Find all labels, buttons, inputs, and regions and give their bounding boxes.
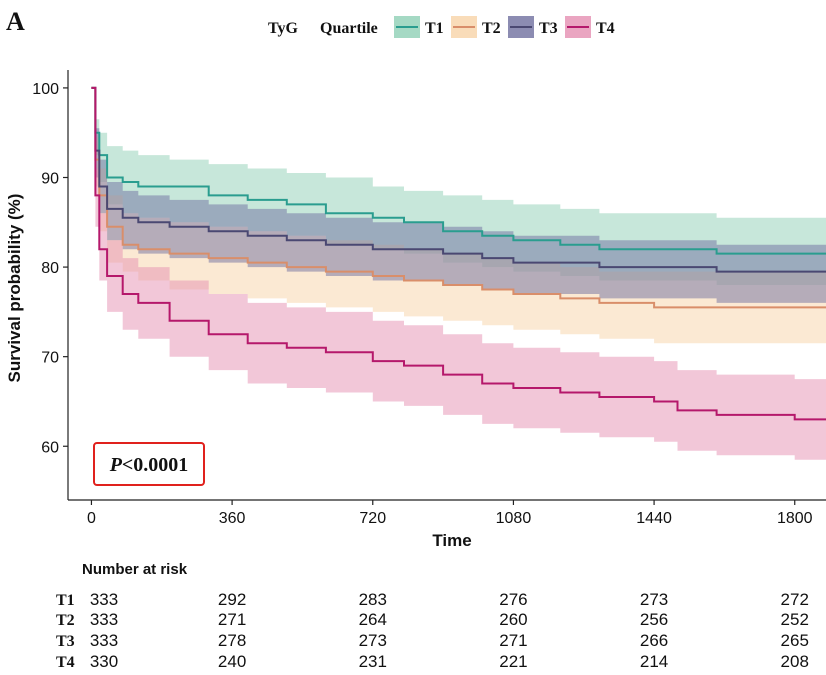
x-ticks: 0 360 720 1080 1440 1800	[87, 500, 813, 527]
risk-cell: 276	[499, 590, 527, 609]
x-axis-label: Time	[432, 531, 471, 550]
risk-row-label: T1	[56, 592, 75, 609]
risk-cell: 272	[781, 590, 809, 609]
p-value-italic: P	[109, 454, 123, 476]
x-tick-label: 0	[87, 510, 96, 527]
y-tick-label: 70	[41, 350, 59, 367]
y-ticks: 60 70 80 90 100	[32, 81, 68, 456]
legend-label-t2: T2	[482, 20, 501, 37]
x-tick-label: 1440	[636, 510, 672, 527]
risk-cell: 278	[218, 631, 246, 650]
p-value-box: P<0.0001	[93, 442, 205, 486]
curve-t1	[91, 86, 826, 255]
p-value-rest: <0.0001	[122, 454, 188, 476]
y-tick-label: 90	[41, 171, 59, 188]
legend-title: Quartile	[320, 20, 378, 37]
band-t1	[91, 87, 826, 286]
curve-t2	[91, 86, 826, 309]
y-tick-label: 60	[41, 439, 59, 456]
legend-label-t3: T3	[539, 20, 558, 37]
risk-cell: 264	[359, 610, 387, 629]
risk-cell: 240	[218, 652, 246, 671]
risk-table-title: Number at risk	[82, 561, 188, 578]
risk-cell: 252	[781, 610, 809, 629]
risk-cell: 271	[499, 631, 527, 650]
curve-t4	[91, 86, 826, 421]
risk-cell: 283	[359, 590, 387, 609]
legend-label-t1: T1	[425, 20, 444, 37]
survival-curves	[91, 86, 826, 421]
x-tick-label: 720	[359, 510, 386, 527]
risk-cell: 214	[640, 652, 668, 671]
p-value-border	[93, 442, 205, 486]
risk-cell: 266	[640, 631, 668, 650]
confidence-bands	[91, 87, 826, 465]
y-tick-label: 80	[41, 260, 59, 277]
axes: 60 70 80 90 100 0 360 720 1080 1440 1800	[32, 70, 826, 527]
legend-label-t4: T4	[596, 20, 615, 37]
curve-t3	[91, 86, 826, 273]
risk-cell: 231	[359, 652, 387, 671]
legend-entries: T1 T2 T3 T4	[394, 16, 615, 38]
y-tick-label: 100	[32, 81, 59, 98]
risk-cell: 256	[640, 610, 668, 629]
p-value-text: P<0.0001	[109, 454, 189, 476]
risk-cell: 260	[499, 610, 527, 629]
risk-cell: 271	[218, 610, 246, 629]
panel-label: A	[6, 7, 25, 36]
risk-row-label: T4	[56, 654, 75, 671]
x-tick-label: 360	[219, 510, 246, 527]
x-tick-label: 1800	[777, 510, 813, 527]
risk-cell: 221	[499, 652, 527, 671]
risk-row-label: T2	[56, 612, 75, 629]
risk-cell: 273	[640, 590, 668, 609]
y-axis-label: Survival probability (%)	[5, 194, 24, 383]
legend: TyG Quartile T1 T2 T3 T4	[268, 16, 615, 38]
risk-cell: 333	[90, 610, 118, 629]
risk-cell: 265	[781, 631, 809, 650]
risk-cell: 333	[90, 631, 118, 650]
risk-cell: 208	[781, 652, 809, 671]
x-tick-label: 1080	[496, 510, 532, 527]
risk-cell: 292	[218, 590, 246, 609]
legend-title-prefix: TyG	[268, 20, 298, 37]
band-t4	[91, 87, 826, 465]
risk-cell: 330	[90, 652, 118, 671]
risk-cell: 333	[90, 590, 118, 609]
risk-cell: 273	[359, 631, 387, 650]
risk-table: T1 333 292 283 276 273 272 T2 333 271 264 260 256 252…	[56, 590, 809, 671]
risk-row-label: T3	[56, 633, 75, 650]
